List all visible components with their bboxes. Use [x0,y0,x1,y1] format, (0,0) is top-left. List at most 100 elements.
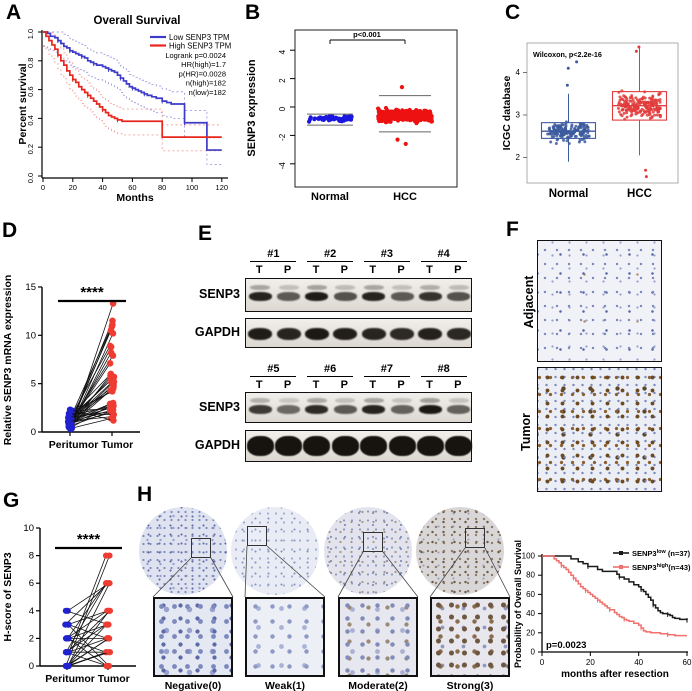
staining-grade-label: Negative(0) [164,680,222,691]
lane-label: P [340,379,348,391]
stat-text: n(high)=182 [186,79,226,88]
y-tick: 1.0 [26,29,35,39]
lane-label: T [369,264,377,276]
inset-box [247,526,267,546]
lane-label: P [340,264,348,276]
lane-label: T [255,264,263,276]
category-label: Normal [549,188,589,200]
protein-band-upper [363,397,384,403]
x-tick: 0 [41,183,45,192]
lane-label: P [283,379,292,391]
protein-band [445,436,473,456]
panel-f: F Adjacent Tumor [480,215,692,495]
sample-label: #5 [250,363,297,377]
lane-label: P [454,264,462,276]
stat-text: Logrank p=0.0024 [165,51,226,60]
panel-a: A Overall Survival 1.0 0.8 0.6 0.4 0.2 0.0 0 20 4… [0,0,235,212]
zoom-image [245,597,325,677]
zoom-image [153,597,233,677]
overall-survival-chart: Overall Survival 1.0 0.8 0.6 0.4 0.2 0.0 0 20 40 6… [17,15,231,204]
y-tick: -2 [278,133,287,141]
x-tick: 100 [186,183,199,192]
tma-core-image [416,507,504,595]
y-axis-label: ICGC database [501,76,513,151]
y-tick: 2 [516,153,521,162]
inset-box [363,532,383,552]
protein-band-upper [392,397,413,403]
y-tick: 3 [516,111,521,120]
protein-band [446,328,471,340]
panel-b-label: B [245,1,261,24]
x-tick: 20 [69,183,77,192]
tma-core-image [231,507,319,595]
stat-text: p(HR)=0.0028 [179,69,226,78]
protein-band [362,292,386,301]
x-tick: 80 [158,183,166,192]
inset-box [465,528,485,548]
antibody-label: SENP3 [199,287,240,301]
panel-c: C 2 3 4 ICGC database Wilcoxon, p<2.2e-16 Nor… [465,0,692,212]
zoom-image [338,597,418,677]
y-axis-label: Percent survival [17,63,29,144]
protein-band-upper [306,397,327,403]
lane-label: T [369,379,377,391]
lane-label: T [312,264,320,276]
protein-band [248,292,272,301]
lane-label: T [255,379,263,391]
protein-band-upper [278,285,299,290]
western-blot-area: #1 T P #2 T P #3 T P #4 T P SENP3 GAPDH #5 T P #6 T P #7 T P #8… [150,215,480,467]
staining-grade-label: Strong(3) [446,680,494,691]
y-tick: 0 [278,106,287,111]
zoom-image [430,597,510,677]
blot-box [245,430,473,462]
x-axis-label: Peritumor Tumor [49,439,133,451]
protein-band-upper [250,397,271,403]
blot-box [245,278,472,312]
protein-band [418,292,442,301]
antibody-label: GAPDH [194,325,240,339]
legend-low: Low SENP3 TPM [169,33,230,42]
ihc-image-adjacent [537,240,662,362]
sample-label: #6 [307,363,354,377]
y-tick: 4 [516,68,521,77]
protein-band [390,404,414,414]
antibody-label: SENP3 [199,399,240,414]
protein-band [275,436,303,456]
panel-g: G 0 2 4 6 8 10 **** H-score of SENP3 Peritumor T… [0,468,138,691]
protein-band-upper [448,285,469,290]
tumor-label: Tumor [519,413,533,451]
panel-h-label: H [137,483,153,506]
protein-band [305,404,329,414]
lane-label: P [397,379,405,391]
protein-band [360,436,388,456]
protein-band [277,292,301,301]
protein-band-upper [420,397,441,403]
panel-d-label: D [2,219,18,242]
protein-band-upper [278,397,299,403]
protein-band-upper [448,397,469,403]
staining-grade-label: Weak(1) [264,680,306,691]
y-tick: 0 [29,661,34,672]
protein-band [333,404,357,414]
protein-band [361,328,386,340]
protein-band [277,404,301,414]
protein-band-upper [363,285,384,290]
wilcoxon-annotation: Wilcoxon, p<2.2e-16 [533,50,602,59]
y-tick: 2 [278,78,287,83]
x-tick: 60 [128,183,136,192]
lane-label: T [426,264,433,276]
blot-box [245,318,472,348]
y-tick: 0.4 [26,115,35,125]
y-tick: 4 [278,49,287,54]
y-tick: 0 [31,427,36,438]
sample-label: #4 [420,248,467,262]
blot-box [245,392,472,423]
protein-band [447,292,471,301]
y-axis-label: Relative SENP3 mRNA expression [2,275,14,446]
category-label: HCC [393,191,417,203]
protein-band-upper [250,285,271,290]
significance: **** [80,284,104,301]
panel-e: E #1 T P #2 T P #3 T P #4 T P SENP3 GAPDH #5 T P #6 T P #7 T P… [150,215,480,467]
sample-label: #2 [307,248,354,262]
